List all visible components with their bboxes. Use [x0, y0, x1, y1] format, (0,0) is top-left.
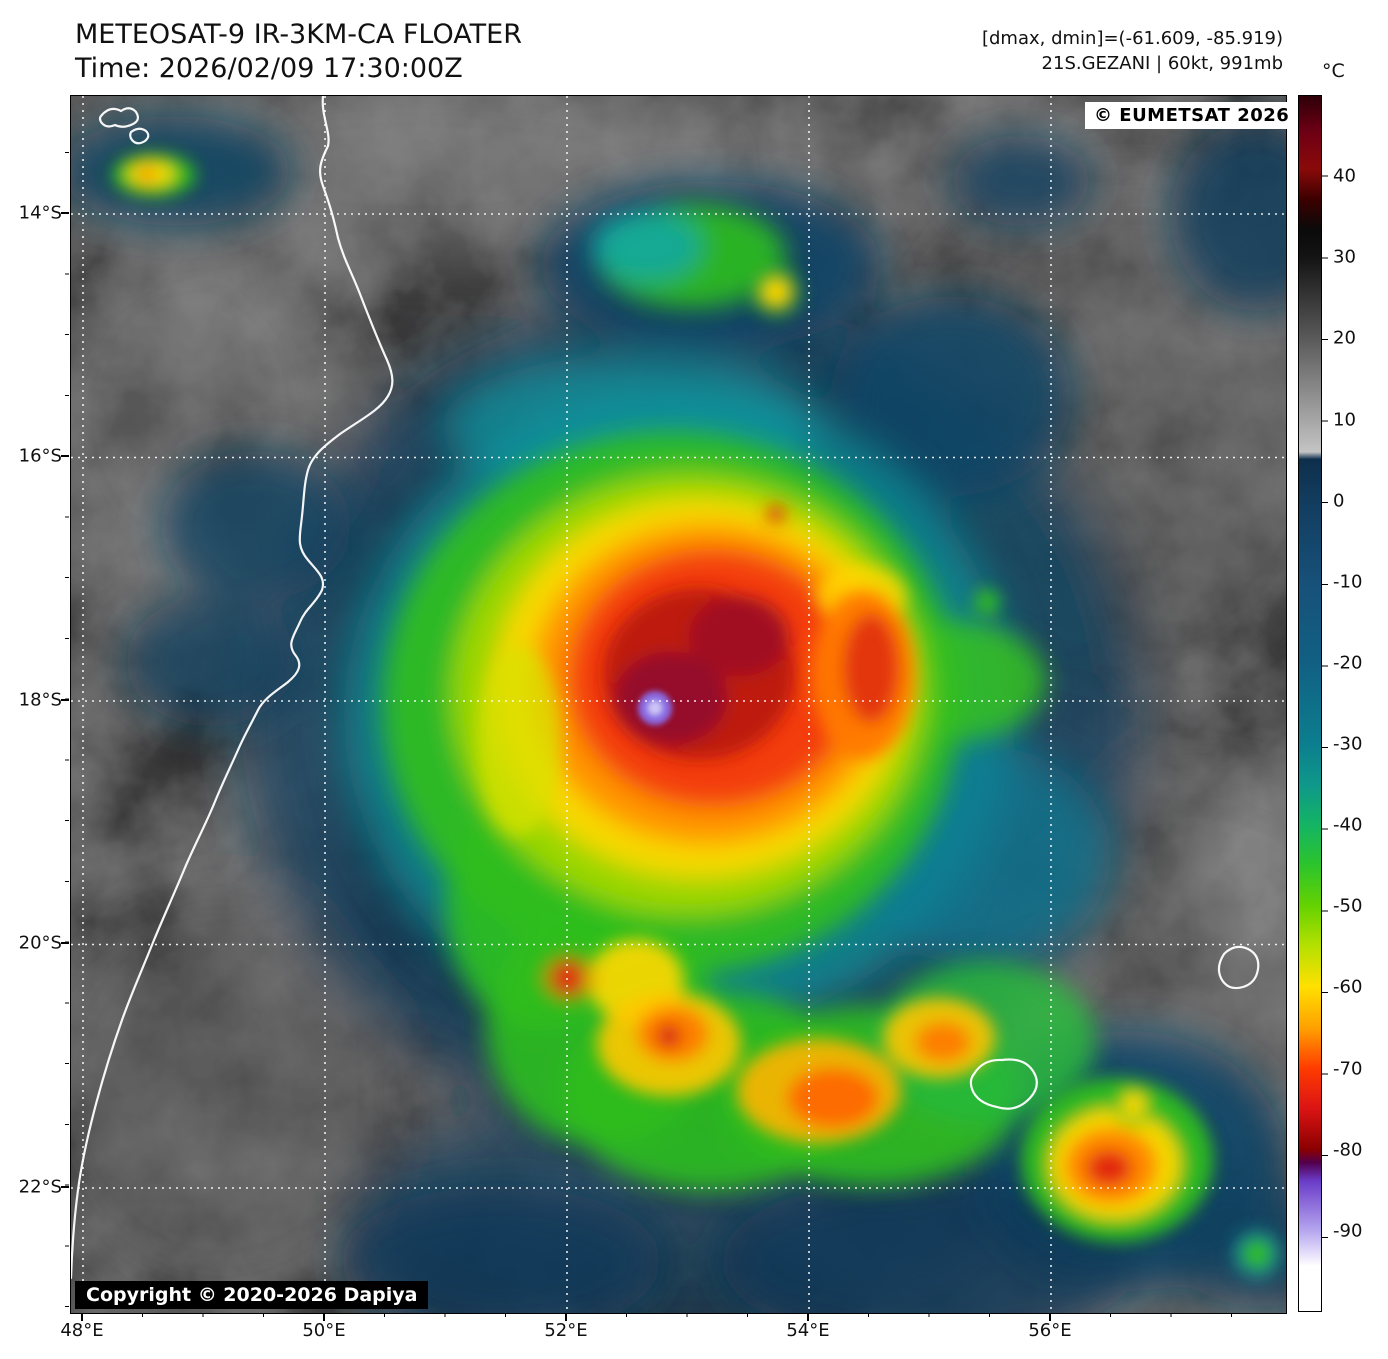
eumetsat-credit-badge: © EUMETSAT 2026: [1085, 102, 1299, 129]
colorbar-tick-label: 30: [1333, 246, 1356, 268]
lon-tick-label: 50°E: [302, 1320, 346, 1341]
lon-tick-mark: [323, 1313, 325, 1321]
coastlines: [71, 96, 1260, 1280]
colorbar-tick-label: -20: [1333, 652, 1363, 674]
temperature-colorbar: [1298, 95, 1322, 1312]
lon-tick-label: 48°E: [60, 1320, 104, 1341]
colorbar-tick-label: -90: [1333, 1220, 1363, 1242]
colorbar-tick-label: 0: [1333, 490, 1345, 512]
cyclone-eye: [638, 691, 672, 725]
mauritius-outline: [1217, 945, 1260, 990]
lat-tick-mark: [61, 1186, 69, 1188]
lat-tick-mark: [61, 455, 69, 457]
lat-tick-mark: [61, 699, 69, 701]
lon-tick-label: 54°E: [786, 1320, 830, 1341]
lon-minor-ticks: [70, 1313, 1285, 1317]
colorbar-tick-label: 10: [1333, 409, 1356, 431]
lat-tick-label: 22°S: [18, 1176, 62, 1198]
lat-tick-mark: [61, 942, 69, 944]
colorbar-tick-label: -30: [1333, 733, 1363, 755]
lat-tick-label: 16°S: [18, 445, 62, 467]
plot-title: METEOSAT-9 IR-3KM-CA FLOATER: [75, 19, 522, 50]
colorbar-tick-label: -70: [1333, 1058, 1363, 1080]
convective-cells: [112, 153, 1282, 1279]
colorbar-tick-label: -60: [1333, 976, 1363, 998]
lon-tick-mark: [565, 1313, 567, 1321]
colorbar-tick-label: -80: [1333, 1139, 1363, 1161]
lon-tick-label: 56°E: [1028, 1320, 1072, 1341]
satellite-image: [71, 96, 1286, 1313]
copyright-badge: Copyright © 2020-2026 Dapiya: [75, 1281, 429, 1309]
madagascar-coastline: [71, 96, 394, 1280]
plot-time: Time: 2026/02/09 17:30:00Z: [75, 53, 463, 84]
dmax-dmin-label: [dmax, dmin]=(-61.609, -85.919): [981, 28, 1283, 49]
reunion-outline: [969, 1058, 1038, 1110]
lon-tick-mark: [81, 1313, 83, 1321]
colorbar-tick-label: -40: [1333, 814, 1363, 836]
colorbar-tick-label: -50: [1333, 895, 1363, 917]
small-island-outline: [98, 107, 140, 128]
lat-minor-ticks: [65, 95, 69, 1312]
lat-tick-label: 20°S: [18, 932, 62, 954]
colorbar-tick-label: 20: [1333, 327, 1356, 349]
lon-tick-mark: [807, 1313, 809, 1321]
colorbar-unit-label: °C: [1322, 60, 1345, 82]
lat-tick-label: 18°S: [18, 689, 62, 711]
header-title-block: METEOSAT-9 IR-3KM-CA FLOATER Time: 2026/…: [75, 18, 522, 86]
small-island-outline: [129, 127, 150, 145]
colorbar-tick-marks: [1322, 95, 1328, 1312]
lon-tick-label: 52°E: [544, 1320, 588, 1341]
header-info-block: [dmax, dmin]=(-61.609, -85.919) 21S.GEZA…: [982, 26, 1283, 76]
map-plot-area: [70, 95, 1287, 1314]
lat-tick-mark: [61, 212, 69, 214]
lon-tick-mark: [1049, 1313, 1051, 1321]
colorbar-tick-label: -10: [1333, 571, 1363, 593]
storm-label: 21S.GEZANI | 60kt, 991mb: [1041, 53, 1283, 74]
colorbar-tick-label: 40: [1333, 165, 1356, 187]
lat-tick-label: 14°S: [18, 202, 62, 224]
